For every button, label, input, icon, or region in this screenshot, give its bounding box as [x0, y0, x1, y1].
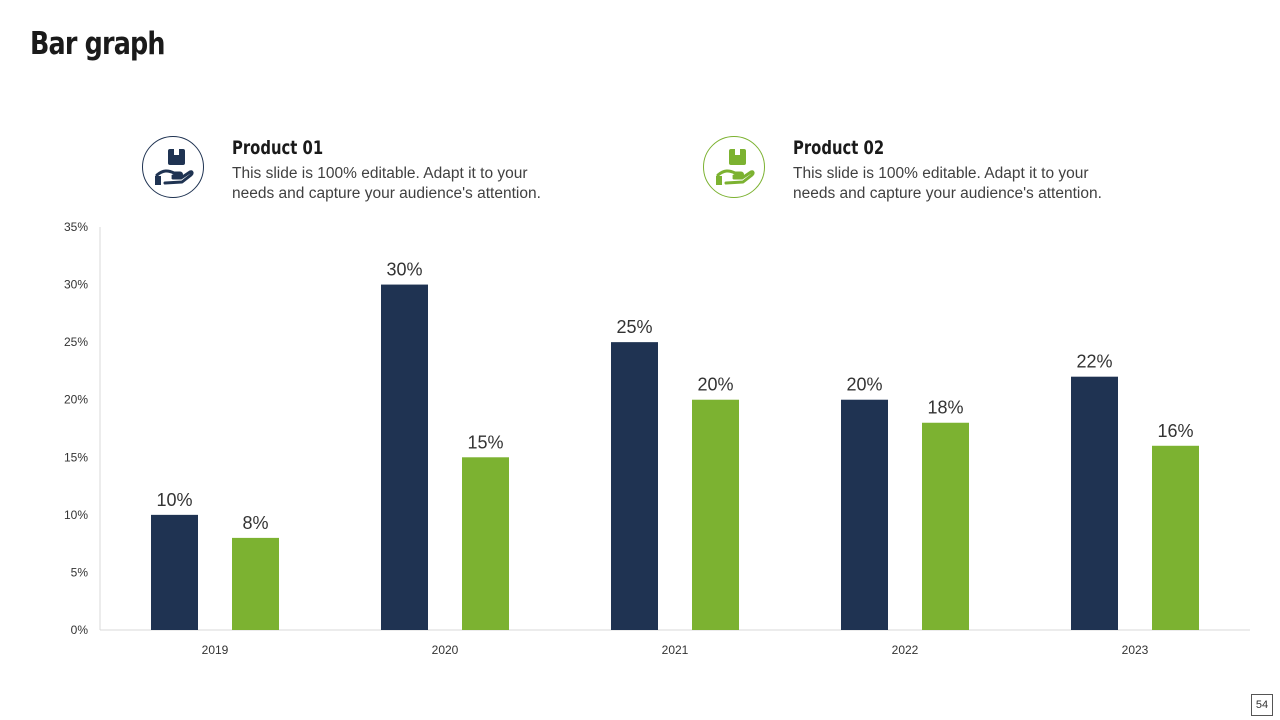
bar: [922, 422, 969, 630]
bar: [151, 514, 198, 630]
bar: [692, 399, 739, 630]
legend-description: This slide is 100% editable. Adapt it to…: [793, 165, 1102, 202]
legend-name: Product 01: [232, 137, 324, 159]
x-tick-label: 2020: [432, 643, 459, 657]
bar: [841, 399, 888, 630]
y-tick-label: 10%: [64, 508, 88, 522]
y-tick-label: 15%: [64, 450, 88, 464]
data-label: 20%: [697, 375, 733, 395]
bar: [611, 342, 658, 630]
legend-description: This slide is 100% editable. Adapt it to…: [232, 165, 541, 202]
page-number: 54: [1251, 694, 1273, 716]
bar: [1152, 445, 1199, 630]
bar: [1071, 376, 1118, 630]
data-label: 22%: [1076, 352, 1112, 372]
data-label: 18%: [927, 398, 963, 418]
y-tick-label: 35%: [64, 220, 88, 234]
y-tick-label: 25%: [64, 335, 88, 349]
data-label: 30%: [386, 260, 422, 280]
slide-title: Bar graph: [30, 26, 166, 62]
legend-name: Product 02: [793, 137, 885, 159]
bar: [462, 457, 509, 630]
bar: [232, 537, 279, 630]
y-tick-label: 5%: [71, 565, 89, 579]
y-tick-label: 20%: [64, 393, 88, 407]
x-tick-label: 2021: [662, 643, 689, 657]
hand-holding-box-icon: [142, 136, 204, 198]
data-label: 15%: [467, 432, 503, 452]
x-tick-label: 2022: [892, 643, 919, 657]
x-tick-label: 2019: [202, 643, 229, 657]
y-tick-label: 0%: [71, 623, 89, 637]
data-label: 10%: [156, 490, 192, 510]
bar: [381, 284, 428, 630]
data-label: 25%: [616, 317, 652, 337]
data-label: 8%: [242, 513, 268, 533]
x-tick-label: 2023: [1122, 643, 1149, 657]
hand-holding-box-icon: [703, 136, 765, 198]
y-tick-label: 30%: [64, 278, 88, 292]
data-label: 16%: [1157, 421, 1193, 441]
data-label: 20%: [846, 375, 882, 395]
